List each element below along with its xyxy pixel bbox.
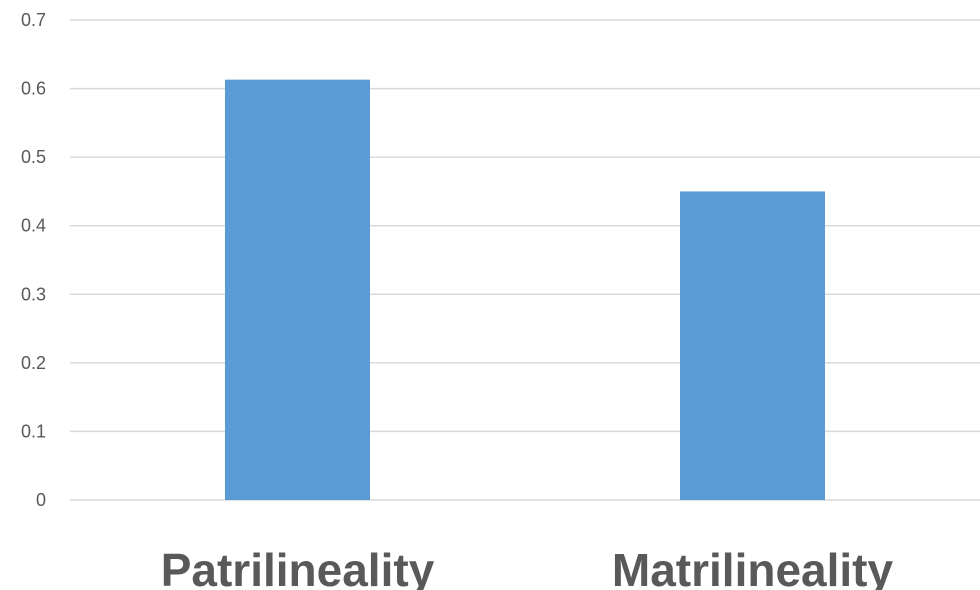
y-tick-label: 0	[36, 490, 46, 510]
y-tick-label: 0.3	[21, 284, 46, 304]
y-tick-label: 0.2	[21, 353, 46, 373]
y-tick-label: 0.5	[21, 147, 46, 167]
y-axis-tick-labels: 0 0.1 0.2 0.3 0.4 0.5 0.6 0.7	[21, 10, 46, 510]
y-tick-label: 0.7	[21, 10, 46, 30]
y-tick-label: 0.6	[21, 79, 46, 99]
bars	[225, 79, 825, 501]
bar-matrilineality	[680, 191, 825, 500]
x-axis-category-labels: Patrilineality Matrilineality	[161, 544, 894, 590]
gridlines	[70, 19, 980, 501]
y-tick-label: 0.1	[21, 421, 46, 441]
category-label-patrilineality: Patrilineality	[161, 544, 435, 590]
y-tick-label: 0.4	[21, 216, 46, 236]
category-label-matrilineality: Matrilineality	[612, 544, 894, 590]
bar-patrilineality	[225, 79, 370, 501]
